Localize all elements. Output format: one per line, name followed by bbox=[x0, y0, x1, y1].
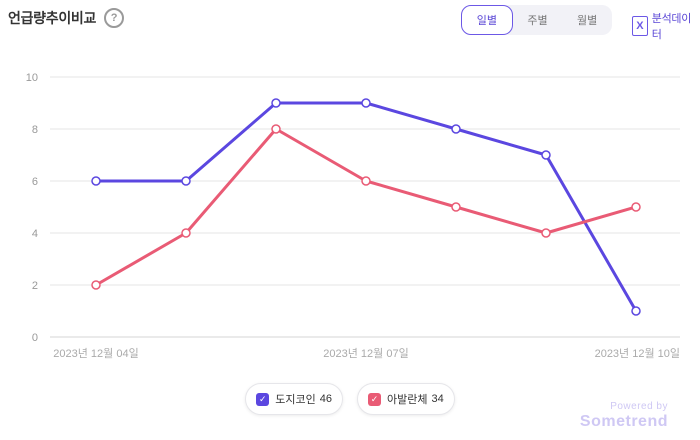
chart-legend: ✓ 도지코인 46 ✓ 아발란체 34 bbox=[0, 383, 700, 415]
excel-icon: X bbox=[632, 16, 648, 36]
export-label: 분석데이터 bbox=[651, 13, 692, 41]
powered-by-text: Powered by bbox=[610, 401, 668, 412]
y-tick-label: 6 bbox=[32, 176, 38, 188]
y-tick-label: 10 bbox=[26, 72, 38, 84]
y-tick-label: 4 bbox=[32, 228, 38, 240]
data-point bbox=[541, 150, 551, 160]
tab-daily[interactable]: 일별 bbox=[461, 5, 513, 35]
line-chart: 0 2 4 6 8 10 2023년 12월 04일 2023년 12월 07일 2023년 1… bbox=[26, 72, 680, 360]
x-tick-label: 2023년 12월 07일 bbox=[323, 346, 408, 360]
legend-series-name: 도지코인 bbox=[275, 394, 316, 406]
y-tick-label: 0 bbox=[32, 332, 38, 344]
y-tick-label: 8 bbox=[32, 124, 38, 136]
legend-series-count: 46 bbox=[319, 393, 332, 405]
data-point bbox=[91, 280, 101, 290]
question-mark-icon[interactable]: ? bbox=[104, 8, 125, 28]
series-line-dogecoin bbox=[94, 101, 638, 313]
data-point bbox=[631, 202, 641, 212]
sometrend-logo: Sometrend bbox=[579, 413, 668, 430]
export-data-button[interactable]: X 분석데이터 bbox=[632, 10, 700, 42]
x-tick-label: 2023년 12월 04일 bbox=[53, 346, 138, 360]
data-point bbox=[451, 202, 461, 212]
data-point bbox=[361, 98, 371, 108]
legend-series-name: 아발란체 bbox=[387, 394, 428, 406]
checkbox-checked-icon: ✓ bbox=[256, 392, 270, 406]
y-tick-label: 2 bbox=[32, 280, 38, 292]
data-point bbox=[361, 176, 371, 186]
data-point bbox=[631, 306, 641, 316]
data-point bbox=[271, 98, 281, 108]
data-point bbox=[271, 124, 281, 134]
legend-series-count: 34 bbox=[431, 393, 444, 405]
tab-monthly[interactable]: 월별 bbox=[577, 15, 598, 27]
x-tick-label: 2023년 12월 10일 bbox=[595, 346, 680, 360]
chart-title: 언급량추이비교 bbox=[8, 10, 97, 26]
data-point bbox=[181, 176, 191, 186]
series-line-avalanche bbox=[94, 127, 638, 287]
data-point bbox=[181, 228, 191, 238]
data-point bbox=[451, 124, 461, 134]
checkbox-checked-icon: ✓ bbox=[368, 392, 381, 406]
legend-item-dogecoin[interactable]: ✓ 도지코인 46 bbox=[245, 383, 343, 415]
chart-header: 언급량추이비교 ? bbox=[8, 8, 125, 28]
data-point bbox=[91, 176, 101, 186]
legend-item-avalanche[interactable]: ✓ 아발란체 34 bbox=[357, 383, 455, 415]
powered-by-sometrend: Powered by Sometrend bbox=[580, 401, 668, 431]
period-tabs: 일별 주별 월별 bbox=[461, 5, 612, 35]
tab-weekly[interactable]: 주별 bbox=[527, 15, 548, 27]
data-point bbox=[541, 228, 551, 238]
